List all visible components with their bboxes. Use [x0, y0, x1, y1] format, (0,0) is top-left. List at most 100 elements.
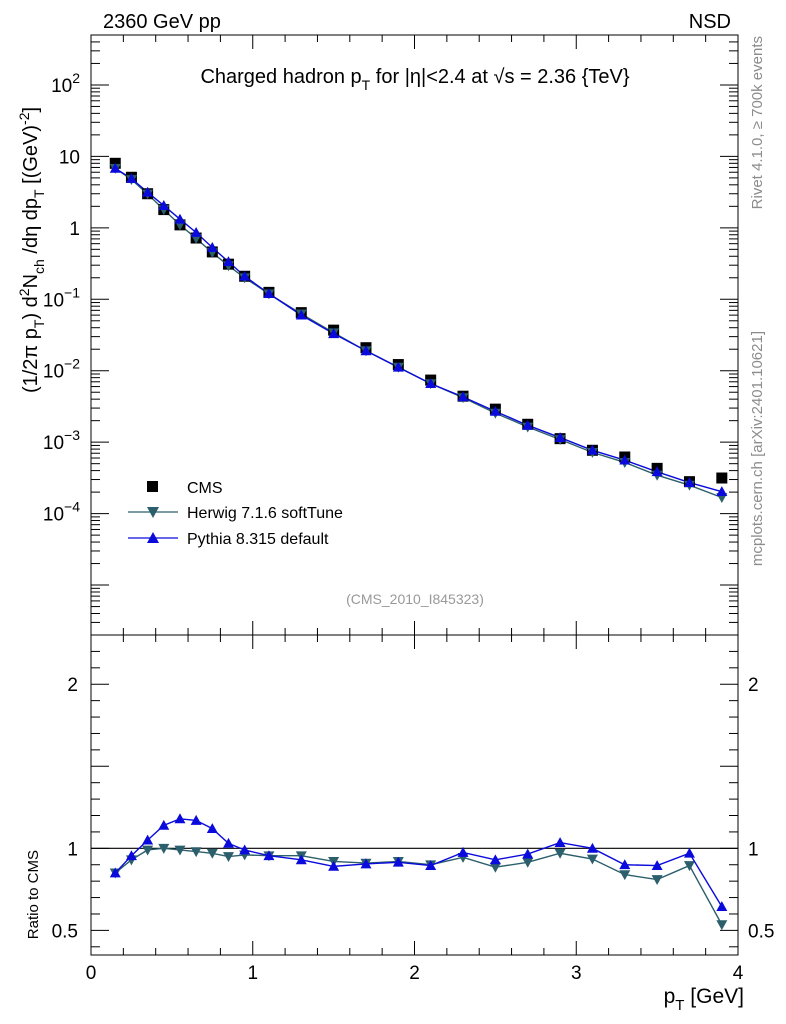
tick-labels-group: 0 1 2 3 4 102 10 1 10−1 10−2 10−3 10−4 0.5 0.5 1 1 2 2	[43, 70, 775, 984]
legend-marker-herwig	[147, 507, 159, 518]
ratio-point-pythia	[222, 837, 234, 848]
ratio-point-pythia	[190, 814, 202, 825]
ratio-point-herwig	[142, 845, 154, 856]
point-pythia	[683, 477, 695, 487]
point-pythia	[174, 213, 186, 224]
main-line-pythia	[114, 167, 723, 493]
point-pythia	[125, 173, 137, 183]
point-pythia	[457, 391, 469, 402]
ratio-point-pythia	[360, 858, 372, 869]
point-pythia	[295, 309, 307, 320]
legend-label-cms: CMS	[187, 480, 223, 497]
point-pythia	[360, 345, 372, 356]
point-pythia	[522, 419, 534, 430]
ratio-point-pythia	[619, 859, 631, 870]
point-pythia	[716, 486, 728, 497]
x-tick-label: 3	[571, 963, 582, 984]
ratio-axis-ticks	[90, 635, 739, 955]
y-tick-label: 10	[59, 147, 80, 168]
ratio-point-pythia	[425, 860, 437, 870]
ratio-point-herwig	[158, 843, 170, 854]
x-tick-label: 1	[247, 963, 258, 984]
analysis-tag: (CMS_2010_I845323)	[346, 591, 484, 607]
point-pythia	[392, 361, 404, 372]
point-pythia	[554, 432, 566, 442]
main-y-axis-label: (1/2π pT) d2Nch /dη dpT [(GeV)-2]	[16, 107, 47, 393]
ratio-point-pythia	[328, 860, 340, 871]
legend-marker-pythia	[147, 532, 159, 543]
ratio-point-pythia	[158, 819, 170, 830]
point-pythia	[109, 162, 121, 173]
point-pythia	[239, 270, 251, 281]
point-pythia	[651, 466, 663, 477]
ratio-point-pythia	[651, 860, 663, 870]
ratio-point-herwig	[619, 870, 631, 881]
header-left: 2360 GeV pp	[103, 11, 221, 33]
ratio-line-pythia	[114, 818, 723, 907]
ratio-point-pythia	[392, 856, 404, 867]
ratio-point-pythia	[522, 848, 534, 859]
y-tick-label: 10−4	[43, 499, 80, 526]
point-pythia	[586, 444, 598, 455]
ratio-point-pythia	[263, 850, 275, 861]
x-tick-label: 4	[733, 963, 744, 984]
ratio-point-pythia	[716, 901, 728, 911]
ratio-point-pythia	[683, 847, 695, 858]
y-tick-label: 10−2	[43, 356, 80, 383]
ratio-y-tick-label: 1	[67, 839, 78, 860]
point-pythia	[619, 454, 631, 465]
ratio-y-tick-label-right: 1	[748, 839, 759, 860]
ratio-point-herwig	[683, 861, 695, 872]
point-pythia	[328, 328, 340, 339]
point-pythia	[158, 200, 170, 210]
ratio-point-pythia	[489, 854, 501, 865]
ratio-y-axis-label: Ratio to CMS	[25, 850, 42, 939]
ratio-line-herwig	[114, 847, 723, 925]
ratio-point-herwig	[651, 875, 663, 886]
point-pythia	[190, 227, 202, 237]
y-tick-label: 102	[51, 70, 80, 97]
ratio-point-pythia	[109, 867, 121, 878]
ratio-point-herwig	[489, 862, 501, 873]
ratio-point-pythia	[554, 837, 566, 847]
y-tick-label: 1	[69, 219, 80, 240]
ratio-series-group	[109, 813, 728, 931]
legend: CMS Herwig 7.1.6 softTune Pythia 8.315 d…	[128, 480, 343, 548]
plot-title: Charged hadron pT for |η|<2.4 at √s = 2.…	[200, 66, 629, 93]
y-tick-label: 10−3	[43, 427, 80, 454]
legend-label-herwig: Herwig 7.1.6 softTune	[187, 505, 343, 522]
point-pythia	[142, 186, 154, 197]
ratio-point-herwig	[554, 848, 566, 859]
ratio-point-herwig	[586, 854, 598, 865]
ratio-point-pythia	[295, 854, 307, 865]
ratio-y-tick-label: 2	[67, 675, 78, 696]
ratio-point-herwig	[522, 857, 534, 868]
point-pythia	[222, 256, 234, 267]
ratio-point-herwig	[190, 847, 202, 858]
ratio-point-herwig	[174, 845, 186, 856]
point-pythia	[263, 288, 275, 299]
ratio-y-tick-label-right: 2	[748, 675, 759, 696]
legend-marker-cms	[147, 481, 158, 492]
header-right: NSD	[689, 11, 731, 33]
main-line-herwig	[114, 167, 723, 499]
ratio-point-pythia	[239, 844, 251, 855]
ratio-point-pythia	[125, 850, 137, 861]
x-tick-label: 0	[86, 963, 97, 984]
main-series-group	[109, 157, 728, 504]
point-pythia	[206, 242, 218, 252]
ratio-point-herwig	[206, 848, 218, 859]
ratio-point-pythia	[206, 823, 218, 834]
x-tick-label: 2	[409, 963, 420, 984]
ratio-y-tick-label: 0.5	[52, 921, 78, 942]
ratio-point-pythia	[586, 842, 598, 853]
ratio-point-herwig	[222, 852, 234, 863]
x-axis-label: pT [GeV]	[664, 985, 744, 1014]
side-text-rivet: Rivet 4.1.0, ≥ 700k events	[749, 36, 766, 209]
main-axis-ticks	[90, 34, 739, 636]
point-pythia	[425, 378, 437, 389]
y-tick-label: 10−1	[43, 284, 80, 311]
side-text-mcplots: mcplots.cern.ch [arXiv:2401.10621]	[749, 331, 766, 566]
ratio-panel-frame	[90, 634, 739, 956]
